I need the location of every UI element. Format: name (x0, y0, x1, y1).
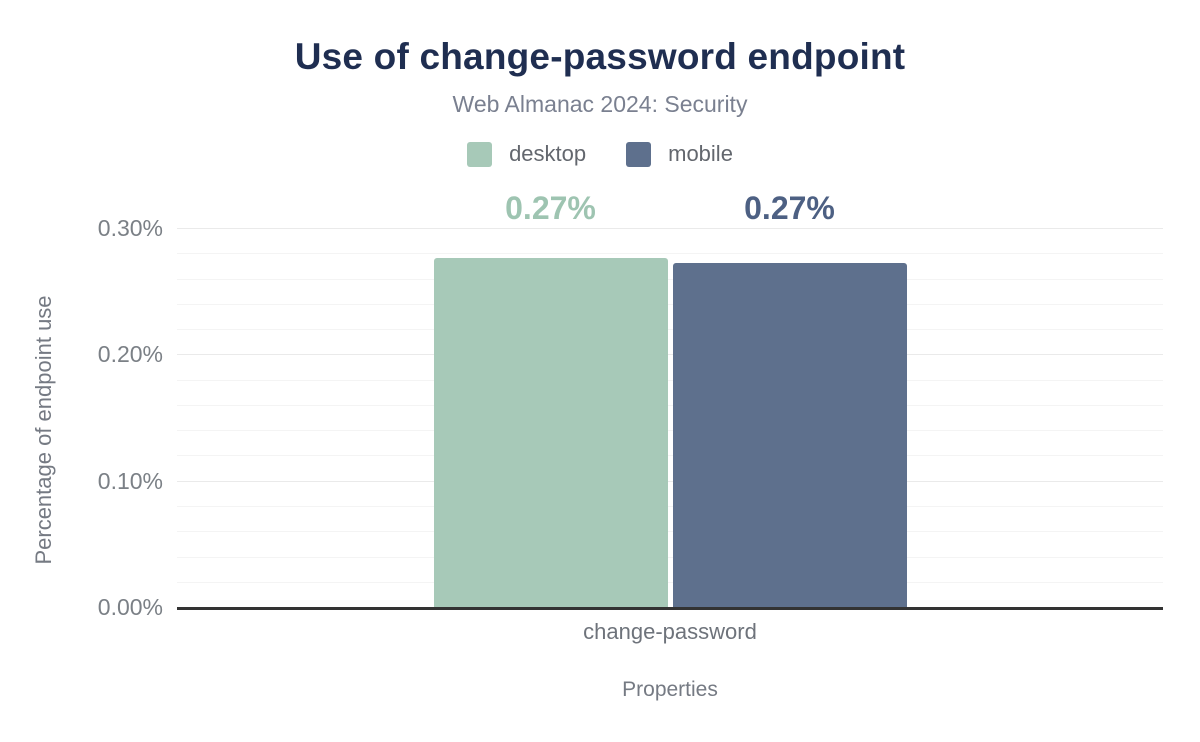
legend-label-mobile: mobile (668, 141, 733, 166)
major-gridline (177, 354, 1163, 356)
y-tick-0.10%: 0.10% (97, 467, 163, 494)
major-gridline (177, 480, 1163, 482)
y-tick-0.30%: 0.30% (97, 215, 163, 241)
minor-gridline (177, 404, 1163, 406)
minor-gridline (177, 531, 1163, 533)
minor-gridline (177, 430, 1163, 432)
minor-gridline (177, 505, 1163, 507)
minor-gridline (177, 278, 1163, 280)
legend-label-desktop: desktop (509, 141, 587, 166)
minor-gridline (177, 303, 1163, 305)
bar-desktop-change-password (433, 258, 668, 607)
minor-gridline (177, 455, 1163, 457)
minor-gridline (177, 253, 1163, 255)
bar-mobile-change-password (672, 263, 907, 607)
x-axis-title: Properties (622, 678, 718, 701)
legend: desktop mobile (0, 141, 1200, 167)
major-gridline (177, 228, 1163, 229)
y-tick-0.20%: 0.20% (97, 341, 163, 368)
legend-item-mobile: mobile (626, 141, 733, 167)
x-axis-line (177, 607, 1163, 610)
data-label-desktop: 0.27% (505, 190, 596, 226)
chart-title: Use of change-password endpoint (294, 36, 906, 77)
y-tick-0.00%: 0.00% (97, 594, 163, 620)
x-tick-label: change-password (583, 619, 757, 644)
minor-gridline (177, 581, 1163, 583)
chart-subtitle: Web Almanac 2024: Security (452, 91, 748, 117)
legend-swatch-desktop (467, 141, 493, 167)
legend-item-desktop: desktop (467, 141, 586, 167)
minor-gridline (177, 329, 1163, 331)
plot-area (177, 228, 1163, 610)
y-axis-title: Percentage of endpoint use (31, 295, 56, 565)
minor-gridline (177, 379, 1163, 381)
minor-gridline (177, 556, 1163, 558)
data-label-mobile: 0.27% (744, 190, 835, 226)
legend-swatch-mobile (626, 141, 652, 167)
